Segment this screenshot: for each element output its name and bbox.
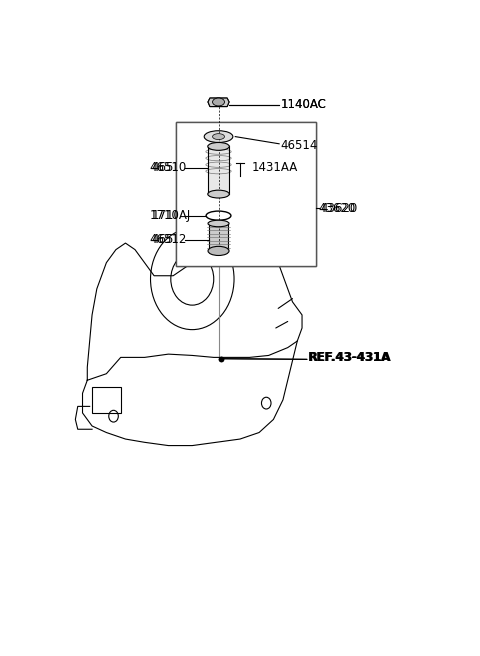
Ellipse shape [208, 220, 229, 227]
Text: 46514: 46514 [281, 138, 318, 152]
Text: 1140AC: 1140AC [281, 98, 326, 111]
Ellipse shape [208, 247, 229, 255]
Ellipse shape [208, 190, 229, 198]
Ellipse shape [213, 134, 225, 140]
Polygon shape [208, 98, 229, 106]
Ellipse shape [208, 142, 229, 150]
Text: 46514: 46514 [281, 138, 318, 152]
Polygon shape [208, 98, 229, 106]
Bar [92, 387, 120, 413]
Ellipse shape [208, 247, 229, 255]
Ellipse shape [213, 134, 225, 140]
Text: 46510: 46510 [152, 161, 189, 174]
Text: 46512: 46512 [152, 234, 189, 246]
Bar [208, 146, 229, 194]
Ellipse shape [213, 98, 225, 106]
Text: 1140AC: 1140AC [281, 98, 326, 111]
Text: 1710AJ: 1710AJ [152, 209, 193, 222]
Bar [176, 122, 316, 266]
Bar [209, 224, 228, 251]
Bar [209, 224, 228, 251]
Ellipse shape [208, 220, 229, 227]
Text: 1431AA: 1431AA [250, 166, 296, 179]
Ellipse shape [204, 131, 233, 142]
Text: 46510: 46510 [149, 161, 187, 174]
Bar [176, 122, 316, 266]
Text: 1710AJ: 1710AJ [149, 209, 191, 222]
Ellipse shape [208, 142, 229, 150]
Bar [208, 146, 229, 194]
Text: 43620: 43620 [320, 202, 358, 215]
Text: 46512: 46512 [149, 234, 187, 246]
Text: 1431AA: 1431AA [252, 161, 298, 174]
Text: REF.43-431A: REF.43-431A [308, 351, 391, 364]
Text: REF.43-431A: REF.43-431A [309, 351, 392, 364]
Ellipse shape [213, 98, 225, 106]
Text: 43620: 43620 [319, 202, 356, 215]
Ellipse shape [204, 131, 233, 142]
Ellipse shape [208, 190, 229, 198]
